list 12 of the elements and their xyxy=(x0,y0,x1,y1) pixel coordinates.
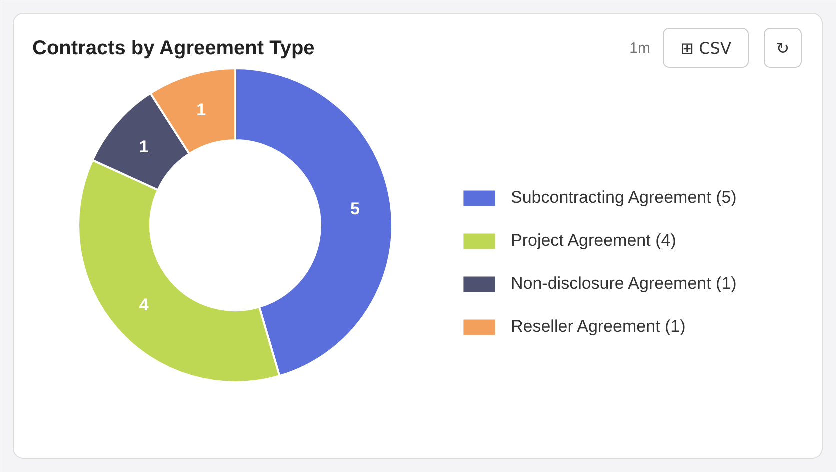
data-label: 1 xyxy=(139,137,149,156)
text: 1m xyxy=(630,40,651,57)
text: ⊞ CSV xyxy=(680,39,732,58)
text: ↻ xyxy=(776,39,790,58)
legend-label: Non-disclosure Agreement (1) xyxy=(511,273,737,295)
data-label: 5 xyxy=(350,199,360,218)
chart-title: Contracts by Agreement Type xyxy=(32,38,315,60)
legend-label: Subcontracting Agreement (5) xyxy=(511,187,737,209)
data-label: 4 xyxy=(139,296,150,315)
data-label: 1 xyxy=(196,100,206,120)
legend-label: Project Agreement (4) xyxy=(511,230,676,252)
legend-label: Reseller Agreement (1) xyxy=(511,316,686,338)
